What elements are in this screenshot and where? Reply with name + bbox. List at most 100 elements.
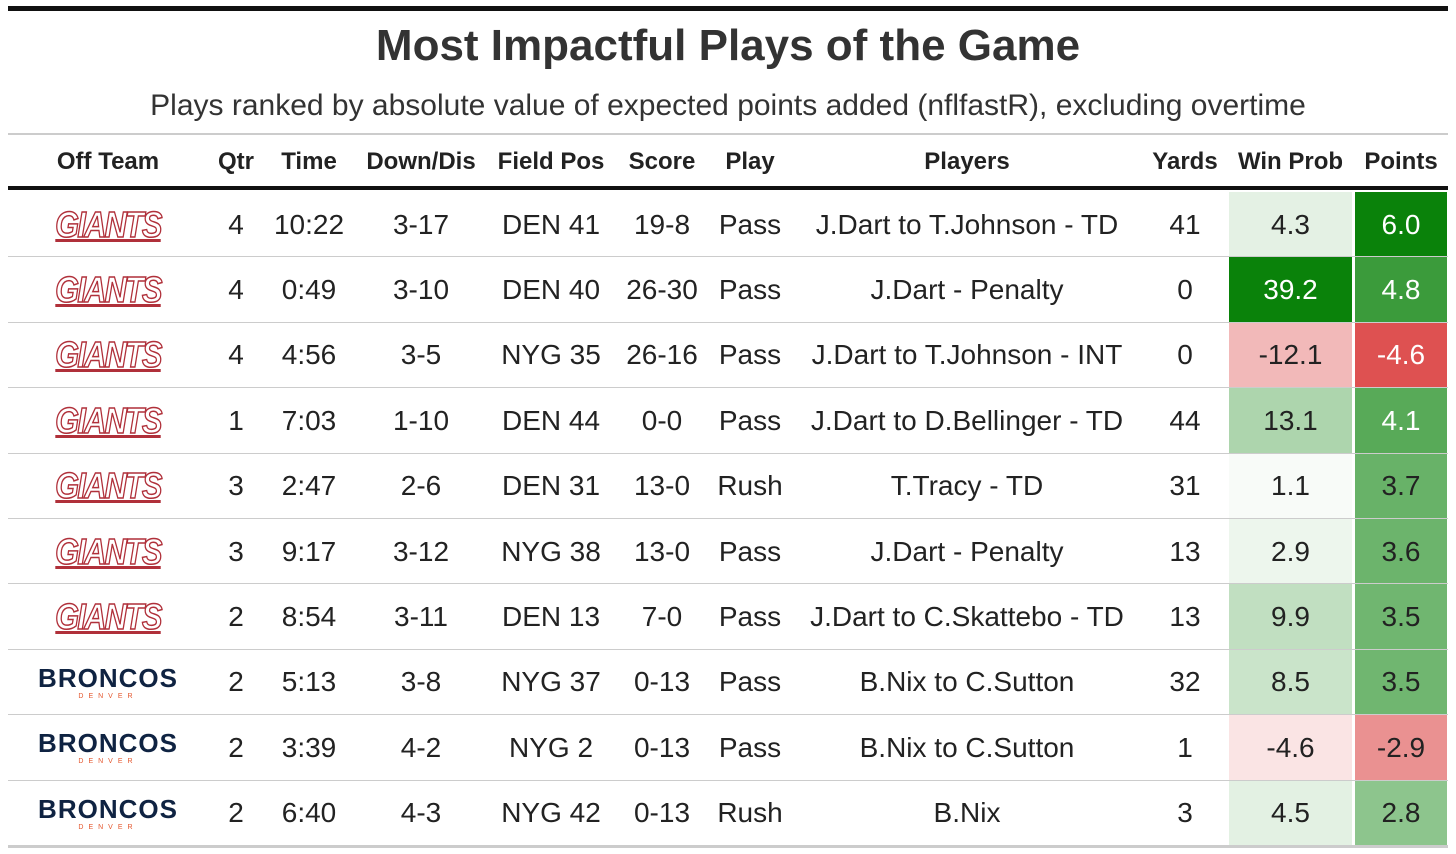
- row-rule: [8, 452, 1448, 454]
- table-cell: 26-16: [626, 339, 698, 371]
- value-cell: 3.7: [1355, 453, 1447, 519]
- team-logo: GIANTS: [55, 268, 163, 311]
- table-cell: 13-0: [633, 535, 691, 567]
- table-cell: 2: [228, 666, 244, 698]
- logo-text: BRONCOS: [38, 793, 178, 824]
- row-rule: [8, 321, 1448, 323]
- table-cell: 2: [228, 601, 244, 633]
- row-rule: [8, 648, 1448, 650]
- table-cell: 3: [228, 535, 244, 567]
- table-cell: Pass: [718, 208, 782, 240]
- table-cell: Rush: [717, 797, 783, 829]
- table-cell: Pass: [718, 731, 782, 763]
- row-rule: [8, 518, 1448, 519]
- subtitle: Plays ranked by absolute value of expect…: [150, 89, 1306, 122]
- value-cell: 4.5: [1229, 780, 1352, 846]
- value-cell: 8.5: [1229, 649, 1352, 716]
- team-cell: GIANTS: [8, 388, 208, 453]
- table-cell: 7:03: [281, 404, 337, 436]
- header-cell: Yards: [1152, 148, 1218, 175]
- table-cell: 4: [228, 339, 244, 371]
- table-cell: 1-10: [392, 404, 450, 436]
- table-cell: 2-6: [400, 470, 442, 502]
- table-cell: 0: [1177, 274, 1193, 306]
- table-cell: 2: [228, 797, 244, 829]
- header-cell: Field Pos: [497, 148, 605, 175]
- table-cell: 31: [1169, 470, 1201, 502]
- value-cell: 1.1: [1229, 453, 1352, 519]
- table-cell: J.Dart to T.Johnson - TD: [815, 208, 1119, 240]
- team-cell: GIANTS: [8, 192, 208, 257]
- value-cell: 4.1: [1355, 388, 1447, 454]
- logo-text: DENVER: [78, 823, 138, 831]
- table-cell: NYG 37: [501, 666, 601, 698]
- value-cell: -4.6: [1355, 322, 1447, 389]
- table-cell: 3-11: [394, 601, 448, 633]
- table-cell: Pass: [718, 535, 782, 567]
- table-cell: NYG 42: [501, 797, 601, 829]
- value-cell: -12.1: [1229, 322, 1352, 389]
- value-cell: 2.9: [1229, 519, 1352, 585]
- table-cell: 9:17: [281, 535, 337, 567]
- table-cell: 13: [1169, 601, 1201, 633]
- table-cell: 4-3: [400, 797, 442, 829]
- top-rule: [8, 6, 1448, 11]
- table-cell: 8:54: [281, 601, 337, 633]
- table-cell: J.Dart - Penalty: [870, 274, 1064, 306]
- table-cell: 3-10: [392, 274, 450, 306]
- header-rule: [8, 186, 1448, 190]
- header-rule: [8, 133, 1448, 135]
- header-cell: Off Team: [56, 148, 160, 175]
- table-cell: Pass: [718, 339, 782, 371]
- table-cell: 0-13: [633, 797, 691, 829]
- table-cell: 2:47: [281, 470, 337, 502]
- team-cell: GIANTS: [8, 519, 208, 584]
- table-cell: 4: [228, 274, 244, 306]
- value-cell: 9.9: [1229, 584, 1352, 650]
- table-cell: 44: [1169, 404, 1201, 436]
- team-logo: GIANTS: [55, 465, 163, 508]
- team-logo: BRONCOS DENVER: [38, 796, 178, 831]
- team-cell: GIANTS: [8, 584, 208, 649]
- team-logo: GIANTS: [55, 399, 163, 442]
- table-cell: 0-13: [633, 666, 691, 698]
- logo-text: DENVER: [78, 692, 138, 700]
- table-cell: B.Nix: [933, 797, 1001, 829]
- header-cell: Win Prob: [1237, 148, 1344, 175]
- team-logo: GIANTS: [55, 530, 163, 573]
- table-cell: DEN 31: [501, 470, 601, 502]
- table-cell: 2: [228, 731, 244, 763]
- row-rule: [8, 845, 1448, 848]
- value-cell: 6.0: [1355, 192, 1447, 258]
- table-cell: J.Dart to D.Bellinger - TD: [810, 404, 1124, 436]
- row-rule: [8, 583, 1448, 585]
- table-cell: 1: [228, 404, 244, 436]
- header-cell: Qtr: [218, 148, 254, 175]
- table-cell: J.Dart - Penalty: [870, 535, 1064, 567]
- value-cell: 3.5: [1355, 649, 1447, 716]
- table-cell: Pass: [718, 666, 782, 698]
- table-cell: 3-17: [392, 208, 450, 240]
- team-cell: GIANTS: [8, 323, 208, 388]
- table-cell: DEN 41: [501, 208, 601, 240]
- table-cell: 3: [1177, 797, 1193, 829]
- table-cell: 3-12: [392, 535, 450, 567]
- table-cell: 32: [1169, 666, 1201, 698]
- team-logo: GIANTS: [55, 334, 163, 377]
- table-cell: B.Nix to C.Sutton: [859, 666, 1075, 698]
- team-cell: GIANTS: [8, 454, 208, 519]
- value-cell: 39.2: [1229, 257, 1352, 323]
- table-cell: NYG 35: [501, 339, 601, 371]
- header-cell: Down/Dis: [366, 148, 476, 175]
- table-cell: 3: [228, 470, 244, 502]
- table-cell: 0-0: [641, 404, 683, 436]
- table-cell: 0:49: [281, 274, 337, 306]
- team-cell: GIANTS: [8, 257, 208, 322]
- table-cell: Pass: [718, 274, 782, 306]
- table-cell: NYG 2: [508, 731, 594, 763]
- team-cell: BRONCOS DENVER: [8, 781, 208, 846]
- table-cell: 0-13: [633, 731, 691, 763]
- row-rule: [8, 256, 1448, 258]
- table-cell: T.Tracy - TD: [890, 470, 1044, 502]
- team-logo: BRONCOS DENVER: [38, 665, 178, 700]
